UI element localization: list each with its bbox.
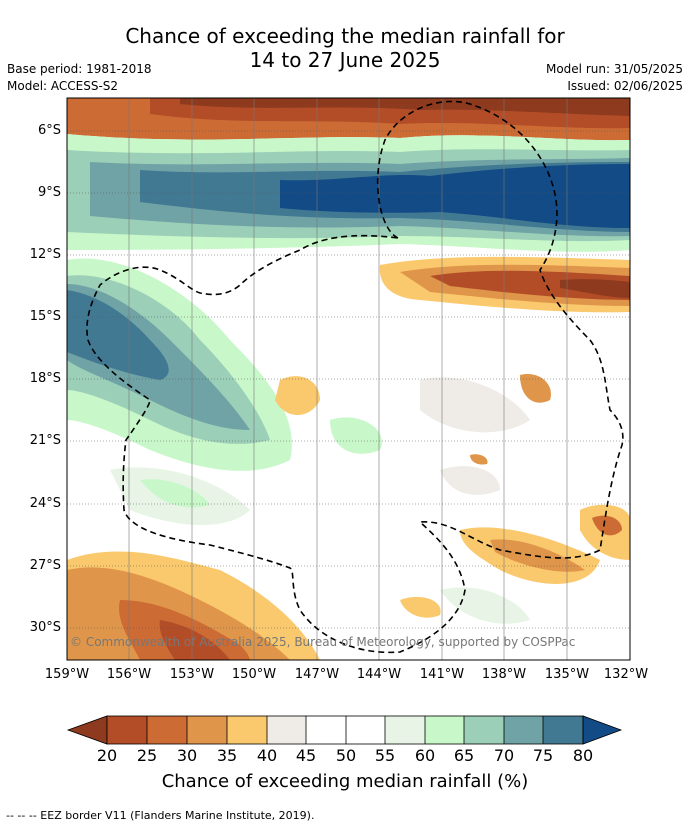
colorbar-tick: 70: [493, 746, 515, 765]
lon-label: 144°W: [356, 667, 402, 682]
lon-label: 147°W: [294, 667, 340, 682]
map-title-line1: Chance of exceeding the median rainfall …: [125, 24, 565, 48]
colorbar-above80: [582, 715, 623, 745]
colorbar-tick: 55: [374, 746, 396, 765]
colorbar-tick: 65: [453, 746, 475, 765]
colorbar-70-75: [504, 716, 543, 744]
lon-label: 156°W: [106, 667, 152, 682]
lat-label: 24°S: [29, 496, 61, 511]
colorbar-35-40: [227, 716, 267, 744]
colorbar: [66, 715, 623, 745]
map-title-line2: 14 to 27 June 2025: [249, 48, 441, 72]
lat-label: 30°S: [29, 620, 61, 635]
colorbar-20-25: [107, 716, 147, 744]
lat-label: 27°S: [29, 558, 61, 573]
lon-label: 138°W: [481, 667, 527, 682]
colorbar-tick: 40: [256, 746, 278, 765]
colorbar-tick: 60: [414, 746, 436, 765]
copyright-notice: © Commonwealth of Australia 2025, Bureau…: [70, 635, 576, 649]
colorbar-40-45: [267, 716, 306, 744]
colorbar-45-50: [306, 716, 346, 744]
lat-label: 21°S: [29, 433, 61, 448]
colorbar-25-30: [147, 716, 187, 744]
lon-label: 132°W: [603, 667, 649, 682]
colorbar-tick: 20: [96, 746, 118, 765]
lon-label: 153°W: [169, 667, 215, 682]
model-run: Model run: 31/05/2025: [545, 62, 683, 76]
colorbar-tick: 45: [295, 746, 317, 765]
colorbar-30-35: [187, 716, 227, 744]
colorbar-65-70: [464, 716, 504, 744]
map-frame: [66, 97, 631, 661]
colorbar-tick: 75: [532, 746, 554, 765]
lat-label: 15°S: [29, 309, 61, 324]
issued-date: Issued: 02/06/2025: [567, 79, 683, 93]
colorbar-below20: [66, 715, 108, 745]
lon-label: 159°W: [44, 667, 90, 682]
colorbar-60-65: [425, 716, 464, 744]
colorbar-tick: 50: [335, 746, 357, 765]
lat-label: 6°S: [37, 123, 61, 138]
colorbar-75-80: [543, 716, 583, 744]
colorbar-tick: 30: [176, 746, 198, 765]
lat-label: 9°S: [37, 185, 61, 200]
lon-label: 141°W: [419, 667, 465, 682]
eez-border: [86, 100, 624, 654]
colorbar-tick: 80: [572, 746, 594, 765]
model-name: Model: ACCESS-S2: [7, 79, 119, 93]
graticule: [67, 130, 630, 629]
colorbar-50-55: [346, 716, 385, 744]
base-period: Base period: 1981-2018: [7, 62, 152, 76]
lon-label: 150°W: [231, 667, 277, 682]
lon-label: 135°W: [544, 667, 590, 682]
lat-label: 18°S: [29, 371, 61, 386]
colorbar-55-60: [385, 716, 425, 744]
lat-label: 12°S: [29, 247, 61, 262]
colorbar-tick: 25: [136, 746, 158, 765]
colorbar-tick: 35: [216, 746, 238, 765]
colorbar-label: Chance of exceeding median rainfall (%): [161, 771, 529, 792]
eez-footnote: -- -- -- EEZ border V11 (Flanders Marine…: [6, 809, 315, 822]
